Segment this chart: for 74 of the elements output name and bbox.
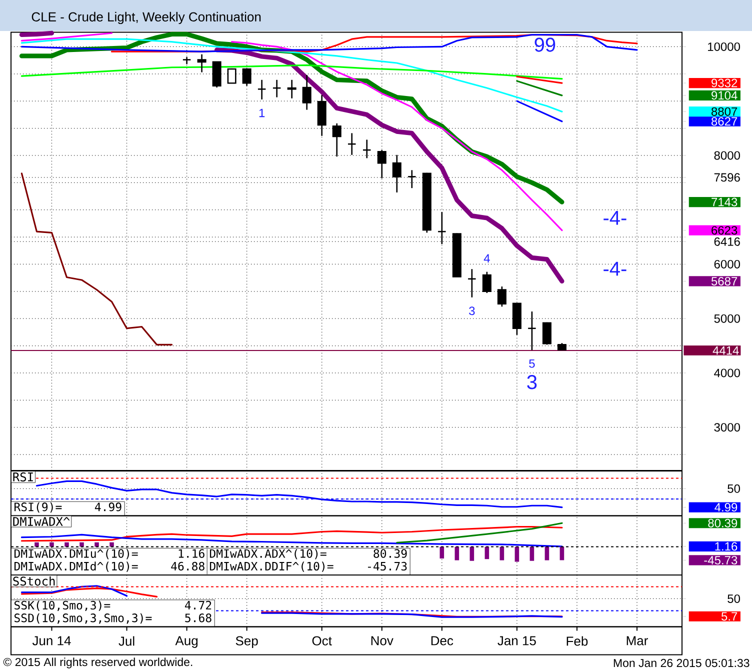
x-tick-label: Feb	[566, 636, 588, 646]
annotation: 4.99	[94, 502, 122, 512]
annotation: 4	[484, 254, 490, 262]
chart-title: SStoch	[13, 576, 55, 586]
line-series	[20, 534, 563, 548]
candlestick	[467, 268, 476, 298]
y-tick-label: 8807	[712, 107, 738, 116]
y-tick-label: -45.73	[704, 556, 738, 564]
y-tick-label: 5000	[714, 314, 740, 323]
x-tick-label: Nov	[371, 636, 394, 646]
x-tick-label: Jul	[118, 636, 134, 646]
ref-line-label: 4414	[712, 346, 739, 355]
chart-title: DMIwADX^	[13, 517, 70, 526]
candlestick	[287, 79, 296, 100]
annotation: 5	[529, 359, 535, 368]
annotation: DMIwADX.DDIF^(10)=	[210, 562, 334, 572]
x-tick-label: Mar	[626, 636, 648, 646]
y-tick-label: 5687	[711, 276, 738, 286]
annotation: 1	[259, 108, 265, 118]
y-tick-label: 9104	[712, 91, 738, 100]
annotation: 46.88	[171, 562, 204, 571]
y-tick-label: 7596	[714, 173, 740, 182]
y-tick-label: 80.39	[708, 518, 738, 528]
annotation: -45.73	[368, 562, 407, 571]
candlestick	[257, 79, 266, 100]
y-tick-label: 6623	[712, 226, 738, 235]
y-tick-label: 8000	[714, 151, 740, 160]
annotation: -4-	[604, 262, 626, 276]
y-tick-label: 10000	[708, 42, 740, 51]
y-tick-label: 50	[728, 484, 740, 493]
y-tick-label: 8627	[712, 117, 738, 126]
line-series	[20, 64, 563, 80]
y-tick-label: 4000	[714, 368, 740, 378]
y-tick-label: 9332	[712, 78, 738, 88]
candlestick	[302, 74, 312, 110]
y-tick-label: 1.16	[715, 542, 738, 551]
candlestick	[392, 154, 402, 194]
annotation: 5.68	[185, 614, 212, 622]
candlestick	[527, 310, 536, 351]
annotation: DMIwADX.DMId^(10)=	[14, 562, 138, 572]
annotation: SSK(10,Smo,3)=	[14, 600, 110, 612]
annotation: -4-	[604, 210, 626, 225]
annotation: SSD(10,Smo,3,Smo,3)=	[14, 613, 152, 624]
x-tick-label: Aug	[175, 636, 198, 648]
annotation: 1.16	[178, 549, 204, 558]
annotation: 80.39	[374, 549, 407, 558]
annotation: RSI(9)=	[14, 502, 62, 513]
x-tick-label: Dec	[431, 636, 454, 646]
candlestick	[317, 94, 326, 137]
y-tick-label: 4.99	[714, 503, 738, 512]
text: Mon Jan 26 2015 05:01:33	[614, 658, 750, 668]
y-tick-label: 6416	[714, 237, 740, 246]
candlestick	[407, 169, 416, 189]
x-tick-label: Sep	[236, 636, 258, 648]
y-tick-label: 6000	[714, 260, 740, 268]
x-tick-label: Jan 15	[498, 636, 536, 646]
annotation: 4.72	[184, 600, 212, 610]
annotation: 99	[534, 38, 556, 52]
line-series	[20, 526, 563, 542]
line-series	[20, 172, 173, 346]
y-tick-label: 7143	[712, 198, 738, 206]
x-tick-label: Jun 14	[32, 636, 71, 646]
chart-title: CLE - Crude Light, Weekly Continuation	[32, 12, 261, 24]
y-tick-label: 5.7	[721, 612, 738, 621]
annotation: DMIwADX.ADX^(10)=	[210, 548, 326, 560]
chart-title: RSI	[13, 472, 33, 482]
annotation: DMIwADX.DMIu^(10)=	[14, 548, 138, 560]
candlestick	[197, 54, 206, 73]
annotation: 3	[469, 306, 475, 316]
x-tick-label: Oct	[312, 636, 332, 646]
text: © 2015 All rights reserved worldwide.	[3, 658, 192, 668]
y-tick-label: 50	[728, 594, 740, 603]
y-tick-label: 3000	[714, 423, 740, 432]
annotation: 3	[527, 375, 537, 390]
